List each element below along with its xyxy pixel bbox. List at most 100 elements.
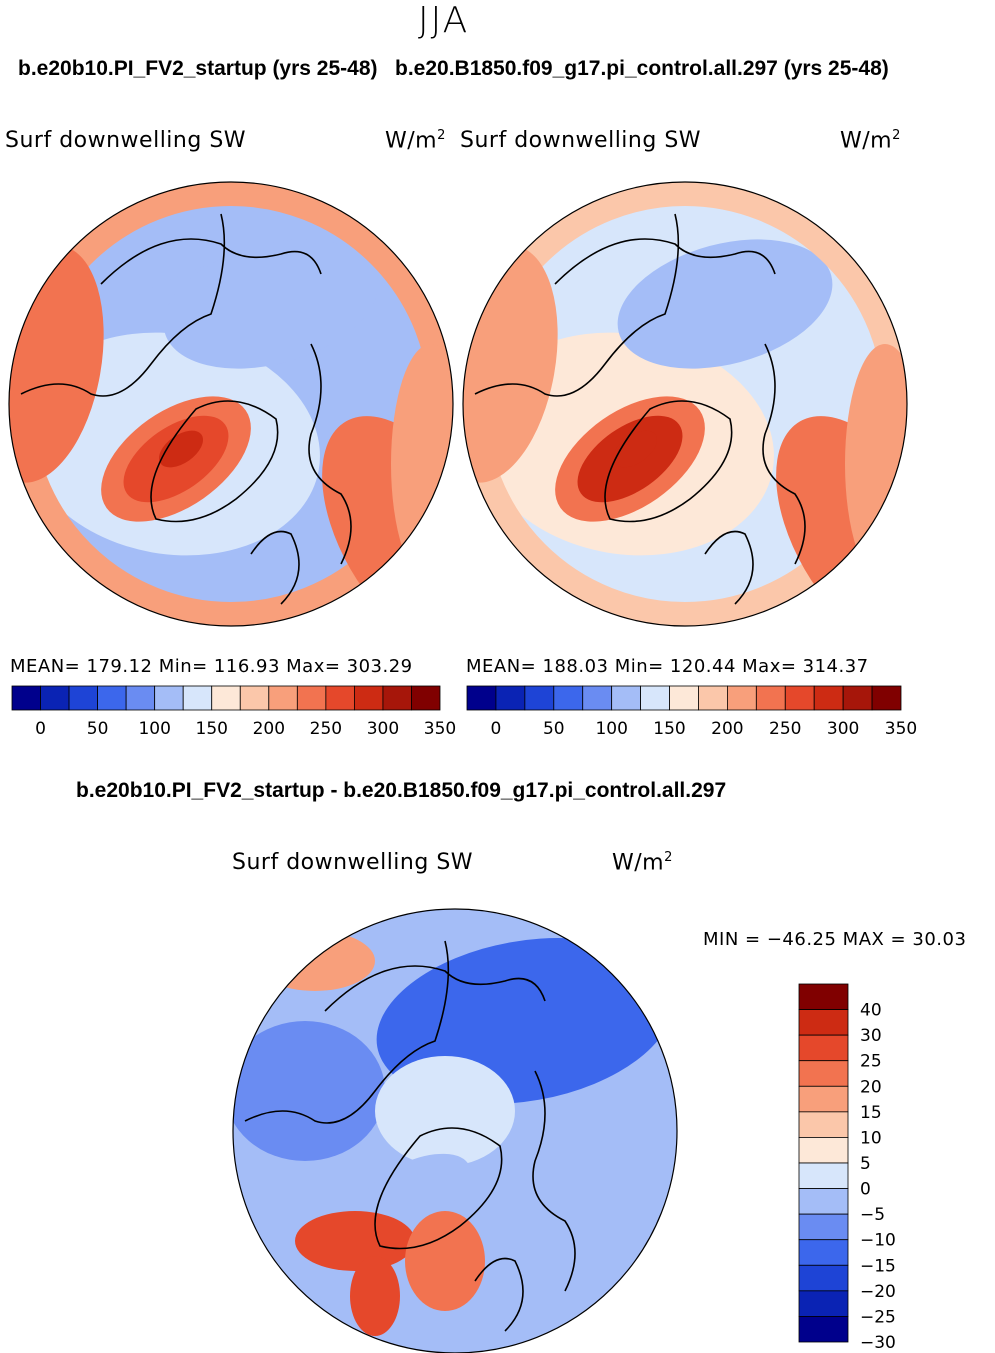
colorbar-diff-cell-12 xyxy=(798,1290,849,1317)
colorbar-0-cell-12 xyxy=(353,685,384,711)
diff-panel-units-label: W/m2 xyxy=(612,850,673,876)
colorbar-0-cell-3 xyxy=(97,685,127,711)
colorbar-diff-cell-0 xyxy=(798,983,849,1010)
map-2-coast-greenland xyxy=(374,1127,503,1250)
map-2-region-atlantic xyxy=(295,1211,415,1271)
map-0-coast-north-america xyxy=(20,213,226,397)
colorbar-diff-tick-2: 25 xyxy=(860,1052,882,1072)
colorbar-0-tick-6: 300 xyxy=(367,719,399,739)
colorbar-diff-tick-5: 10 xyxy=(860,1128,882,1148)
colorbar-1-tick-0: 0 xyxy=(491,719,502,739)
colorbar-diff-cell-4 xyxy=(798,1085,849,1113)
colorbar-1-cell-1 xyxy=(495,685,526,711)
colorbar-0-cell-6 xyxy=(182,685,213,711)
map-0-region-east xyxy=(391,344,453,584)
colorbar-diff-cell-11 xyxy=(798,1264,849,1292)
map-0-greenland-core xyxy=(159,430,203,468)
colorbar-1-tick-5: 250 xyxy=(769,719,801,739)
colorbar-diff-tick-10: −15 xyxy=(860,1256,896,1276)
colorbar-0-tick-7: 350 xyxy=(424,719,456,739)
map-1-coast-scandinavia xyxy=(704,530,754,605)
map-1-region-east xyxy=(845,344,907,584)
map-1-coast-eurasia xyxy=(762,343,806,565)
colorbar-1-cell-13 xyxy=(842,685,873,711)
colorbar-0-tick-1: 50 xyxy=(87,719,109,739)
map-1-coast-north-america xyxy=(474,213,680,397)
colorbar-diff-cell-8 xyxy=(798,1188,849,1215)
colorbar-diff-cell-1 xyxy=(798,1009,849,1036)
colorbar-0-cell-7 xyxy=(211,685,241,711)
colorbar-0-cell-0 xyxy=(11,685,41,711)
panel-1-units-label: W/m2 xyxy=(385,128,446,154)
colorbar-1-cell-7 xyxy=(669,685,699,711)
map-2-region-namerica xyxy=(233,1021,385,1161)
colorbar-0-tick-2: 100 xyxy=(138,719,170,739)
panel-2-stats: MEAN= 188.03 Min= 120.44 Max= 314.37 xyxy=(466,656,869,677)
panel-1-title: b.e20b10.PI_FV2_startup (yrs 25-48) xyxy=(18,57,378,80)
map-0-coast-eurasia xyxy=(308,343,352,565)
colorbar-diff-tick-1: 30 xyxy=(860,1026,882,1046)
map-2-region-europe xyxy=(405,1211,485,1311)
colorbar-1-cell-0 xyxy=(466,685,497,711)
colorbar-1-tick-3: 150 xyxy=(653,719,685,739)
colorbar-diff-tick-0: 40 xyxy=(860,1001,882,1021)
colorbar-0-cell-13 xyxy=(382,685,412,711)
colorbar-1-tick-1: 50 xyxy=(543,719,565,739)
colorbar-diff-cell-5 xyxy=(798,1111,849,1138)
colorbar-0-cell-8 xyxy=(239,685,270,711)
map-2-coast-scandinavia xyxy=(474,1257,524,1332)
colorbar-diff-cell-7 xyxy=(798,1162,849,1189)
colorbar-diff-cell-6 xyxy=(798,1137,849,1164)
colorbar-1-tick-7: 350 xyxy=(885,719,917,739)
colorbar-1-tick-6: 300 xyxy=(827,719,859,739)
panel-1-variable-label: Surf downwelling SW xyxy=(5,128,247,153)
colorbar-1-cell-9 xyxy=(727,685,757,711)
map-0-coast-scandinavia xyxy=(250,530,300,605)
map-2-coast-north-america xyxy=(244,940,450,1124)
map-2-region-greenland xyxy=(359,1153,471,1229)
colorbar-1-cell-2 xyxy=(524,685,555,711)
colorbar-1-cell-14 xyxy=(871,685,902,711)
colorbar-0-tick-5: 250 xyxy=(310,719,342,739)
colorbar-diff-tick-7: 0 xyxy=(860,1180,871,1200)
diff-panel-variable-label: Surf downwelling SW xyxy=(232,850,474,875)
colorbar-diff-cell-10 xyxy=(798,1239,849,1266)
map-1-field xyxy=(463,182,907,626)
colorbar-1-tick-4: 200 xyxy=(711,719,743,739)
season-title: JJA xyxy=(418,0,470,41)
map-0-coast-siberia xyxy=(100,238,322,285)
colorbar-diff-tick-12: −25 xyxy=(860,1307,896,1327)
diff-panel-minmax: MIN = −46.25 MAX = 30.03 xyxy=(703,929,967,950)
colorbar-diff-tick-13: −30 xyxy=(860,1333,896,1353)
map-0-coast-greenland xyxy=(150,400,279,523)
colorbar-1: 0 50 100 150 200 250 300 350 xyxy=(466,685,917,739)
panel-2-title: b.e20.B1850.f09_g17.pi_control.all.297 (… xyxy=(395,57,889,80)
colorbar-0-cell-14 xyxy=(411,685,441,711)
colorbar-0-tick-4: 200 xyxy=(253,719,285,739)
map-1-coast-greenland xyxy=(604,400,733,523)
map-0-region-north xyxy=(163,239,379,369)
colorbar-1-cell-4 xyxy=(582,685,613,711)
diff-panel-title: b.e20b10.PI_FV2_startup - b.e20.B1850.f0… xyxy=(76,779,727,802)
map-2-region-hot xyxy=(350,1256,400,1336)
map-2-coast-siberia xyxy=(324,965,546,1012)
panel-2-units-label: W/m2 xyxy=(840,128,901,154)
colorbar-diff-cell-2 xyxy=(798,1034,849,1062)
map-2-coast-eurasia xyxy=(532,1070,576,1292)
colorbar-0-cell-1 xyxy=(40,685,70,711)
colorbar-1-cell-10 xyxy=(755,685,786,711)
colorbar-diff-cell-13 xyxy=(798,1316,849,1343)
colorbar-0-cell-11 xyxy=(325,685,355,711)
colorbar-diff-tick-11: −20 xyxy=(860,1282,896,1302)
map-2-region-pacific xyxy=(255,931,375,991)
map-2-region-arctic xyxy=(375,1056,515,1166)
map-1-coast-siberia xyxy=(554,238,776,285)
map-0-outline xyxy=(8,181,454,627)
colorbar-1-cell-12 xyxy=(813,685,844,711)
colorbar-0-tick-0: 0 xyxy=(35,719,46,739)
colorbar-1-cell-3 xyxy=(553,685,584,711)
map-1-greenland-core xyxy=(613,430,657,468)
colorbar-0-cell-10 xyxy=(296,685,327,711)
